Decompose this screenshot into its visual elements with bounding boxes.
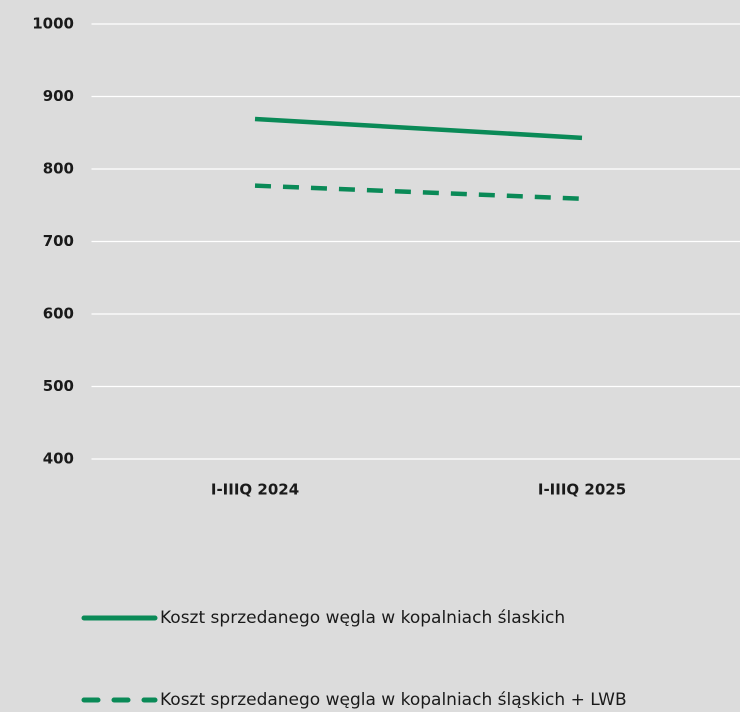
y-tick-label: 700 (43, 232, 74, 250)
y-tick-label: 400 (43, 450, 74, 468)
legend-label: Koszt sprzedanego węgla w kopalniach śla… (160, 608, 565, 628)
x-tick-label: I-IIIQ 2024 (211, 481, 299, 499)
y-tick-label: 500 (43, 377, 74, 395)
y-tick-label: 600 (43, 305, 74, 323)
series-line (254, 116, 583, 141)
x-tick-label: I-IIIQ 2025 (538, 481, 626, 499)
legend-label: Koszt sprzedanego węgla w kopalniach ślą… (160, 690, 627, 710)
y-tick-label: 900 (43, 87, 74, 105)
y-tick-label: 800 (43, 160, 74, 178)
y-tick-label: 1000 (32, 15, 74, 33)
